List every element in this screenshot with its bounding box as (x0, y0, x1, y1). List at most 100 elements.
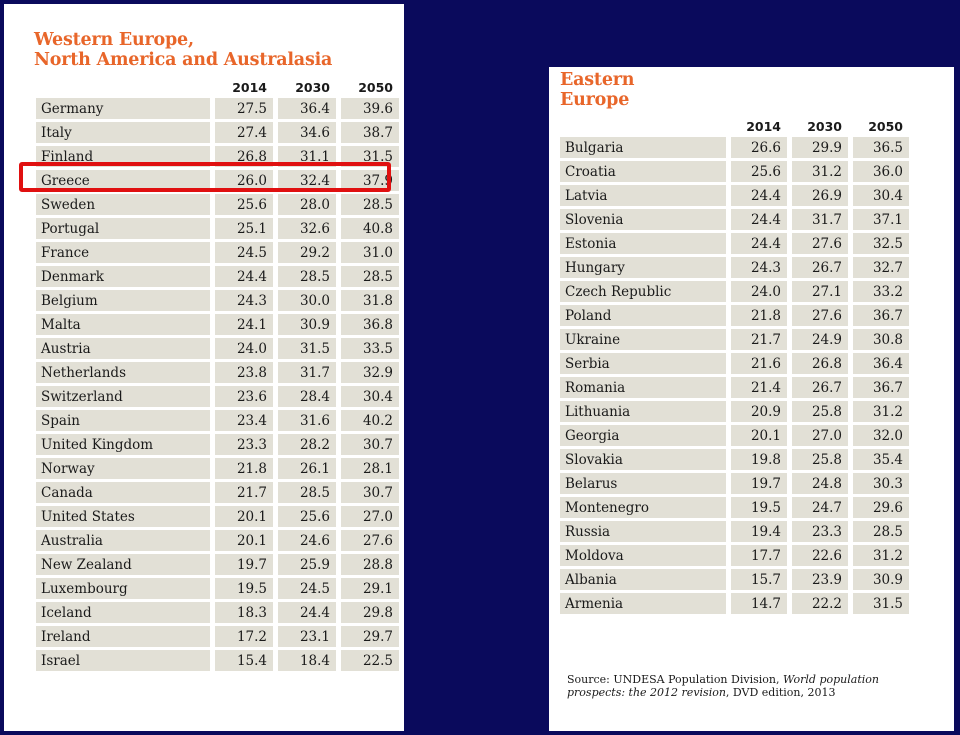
country-cell: Germany (36, 98, 210, 122)
country-cell: Croatia (560, 161, 726, 185)
value-2030-cell: 27.0 (787, 425, 848, 449)
table-row: Romania 21.4 26.7 36.7 (560, 377, 909, 401)
value-2050-cell: 27.0 (336, 506, 399, 530)
value-2014-cell: 17.7 (726, 545, 787, 569)
value-2030-cell: 25.8 (787, 449, 848, 473)
value-2030-cell: 31.7 (273, 362, 336, 386)
country-cell: Finland (36, 146, 210, 170)
value-2030-cell: 25.8 (787, 401, 848, 425)
country-cell: Austria (36, 338, 210, 362)
value-2030-cell: 24.6 (273, 530, 336, 554)
country-cell: Czech Republic (560, 281, 726, 305)
value-2050-cell: 33.2 (848, 281, 909, 305)
country-cell: Portugal (36, 218, 210, 242)
year-header-2030: 2030 (295, 79, 330, 95)
value-2030-cell: 22.2 (787, 593, 848, 617)
value-2050-cell: 32.0 (848, 425, 909, 449)
value-2014-cell: 23.6 (210, 386, 273, 410)
table-row: Norway 21.8 26.1 28.1 (36, 458, 399, 482)
value-2014-cell: 24.1 (210, 314, 273, 338)
country-cell: Luxembourg (36, 578, 210, 602)
table-row: Lithuania 20.9 25.8 31.2 (560, 401, 909, 425)
source-note: Source: UNDESA Population Division, Worl… (567, 673, 927, 699)
country-cell: Ukraine (560, 329, 726, 353)
value-2050-cell: 32.9 (336, 362, 399, 386)
value-2014-cell: 24.3 (210, 290, 273, 314)
value-2030-cell: 30.0 (273, 290, 336, 314)
eastern-title-line2: Europe (560, 90, 630, 110)
value-2030-cell: 26.9 (787, 185, 848, 209)
value-2014-cell: 14.7 (726, 593, 787, 617)
table-row: France 24.5 29.2 31.0 (36, 242, 399, 266)
table-row: Moldova 17.7 22.6 31.2 (560, 545, 909, 569)
value-2014-cell: 20.9 (726, 401, 787, 425)
eastern-title: Eastern Europe (560, 70, 634, 110)
year-header-2050: 2050 (358, 79, 393, 95)
value-2030-cell: 28.2 (273, 434, 336, 458)
value-2030-cell: 26.7 (787, 257, 848, 281)
value-2014-cell: 21.7 (210, 482, 273, 506)
table-row: Bulgaria 26.6 29.9 36.5 (560, 137, 909, 161)
value-2050-cell: 40.2 (336, 410, 399, 434)
value-2050-cell: 29.6 (848, 497, 909, 521)
value-2014-cell: 21.8 (726, 305, 787, 329)
western-table: 2014 2030 2050 Germany 27.5 36.4 39.6 Italy 2… (36, 76, 399, 674)
country-cell: Russia (560, 521, 726, 545)
value-2014-cell: 21.6 (726, 353, 787, 377)
country-cell: Italy (36, 122, 210, 146)
value-2014-cell: 24.4 (726, 209, 787, 233)
value-2050-cell: 28.8 (336, 554, 399, 578)
eastern-table-panel: Eastern Europe 2014 2030 2050 Bulgaria 26… (549, 67, 954, 731)
table-row: Netherlands 23.8 31.7 32.9 (36, 362, 399, 386)
value-2050-cell: 32.5 (848, 233, 909, 257)
country-cell: Norway (36, 458, 210, 482)
value-2014-cell: 24.3 (726, 257, 787, 281)
table-row: Croatia 25.6 31.2 36.0 (560, 161, 909, 185)
country-cell: France (36, 242, 210, 266)
value-2050-cell: 36.7 (848, 377, 909, 401)
value-2050-cell: 28.5 (336, 194, 399, 218)
table-row: Israel 15.4 18.4 22.5 (36, 650, 399, 674)
country-cell: Bulgaria (560, 137, 726, 161)
value-2030-cell: 31.1 (273, 146, 336, 170)
value-2014-cell: 21.4 (726, 377, 787, 401)
value-2014-cell: 20.1 (210, 530, 273, 554)
value-2014-cell: 19.5 (210, 578, 273, 602)
value-2030-cell: 32.6 (273, 218, 336, 242)
value-2030-cell: 25.6 (273, 506, 336, 530)
value-2050-cell: 39.6 (336, 98, 399, 122)
value-2014-cell: 24.4 (210, 266, 273, 290)
table-row: Canada 21.7 28.5 30.7 (36, 482, 399, 506)
table-row: Hungary 24.3 26.7 32.7 (560, 257, 909, 281)
value-2030-cell: 28.5 (273, 266, 336, 290)
value-2030-cell: 34.6 (273, 122, 336, 146)
table-row: Ukraine 21.7 24.9 30.8 (560, 329, 909, 353)
value-2014-cell: 15.7 (726, 569, 787, 593)
year-header-2014: 2014 (746, 118, 781, 134)
country-cell: Armenia (560, 593, 726, 617)
eastern-table-body: Bulgaria 26.6 29.9 36.5 Croatia 25.6 31.2 36.0 L… (560, 137, 909, 617)
source-suffix: , DVD edition, 2013 (725, 686, 836, 699)
value-2050-cell: 30.9 (848, 569, 909, 593)
value-2050-cell: 35.4 (848, 449, 909, 473)
value-2050-cell: 27.6 (336, 530, 399, 554)
value-2050-cell: 38.7 (336, 122, 399, 146)
country-cell: Netherlands (36, 362, 210, 386)
country-cell: New Zealand (36, 554, 210, 578)
value-2014-cell: 27.5 (210, 98, 273, 122)
value-2014-cell: 19.7 (210, 554, 273, 578)
source-prefix: Source: UNDESA Population Division, (567, 673, 783, 686)
value-2030-cell: 31.5 (273, 338, 336, 362)
value-2030-cell: 26.8 (787, 353, 848, 377)
value-2014-cell: 26.6 (726, 137, 787, 161)
value-2014-cell: 25.6 (726, 161, 787, 185)
value-2050-cell: 40.8 (336, 218, 399, 242)
value-2014-cell: 15.4 (210, 650, 273, 674)
country-cell: Slovakia (560, 449, 726, 473)
table-row: Slovakia 19.8 25.8 35.4 (560, 449, 909, 473)
value-2050-cell: 31.8 (336, 290, 399, 314)
country-cell: Hungary (560, 257, 726, 281)
value-2030-cell: 27.1 (787, 281, 848, 305)
table-row: Luxembourg 19.5 24.5 29.1 (36, 578, 399, 602)
country-cell: Switzerland (36, 386, 210, 410)
